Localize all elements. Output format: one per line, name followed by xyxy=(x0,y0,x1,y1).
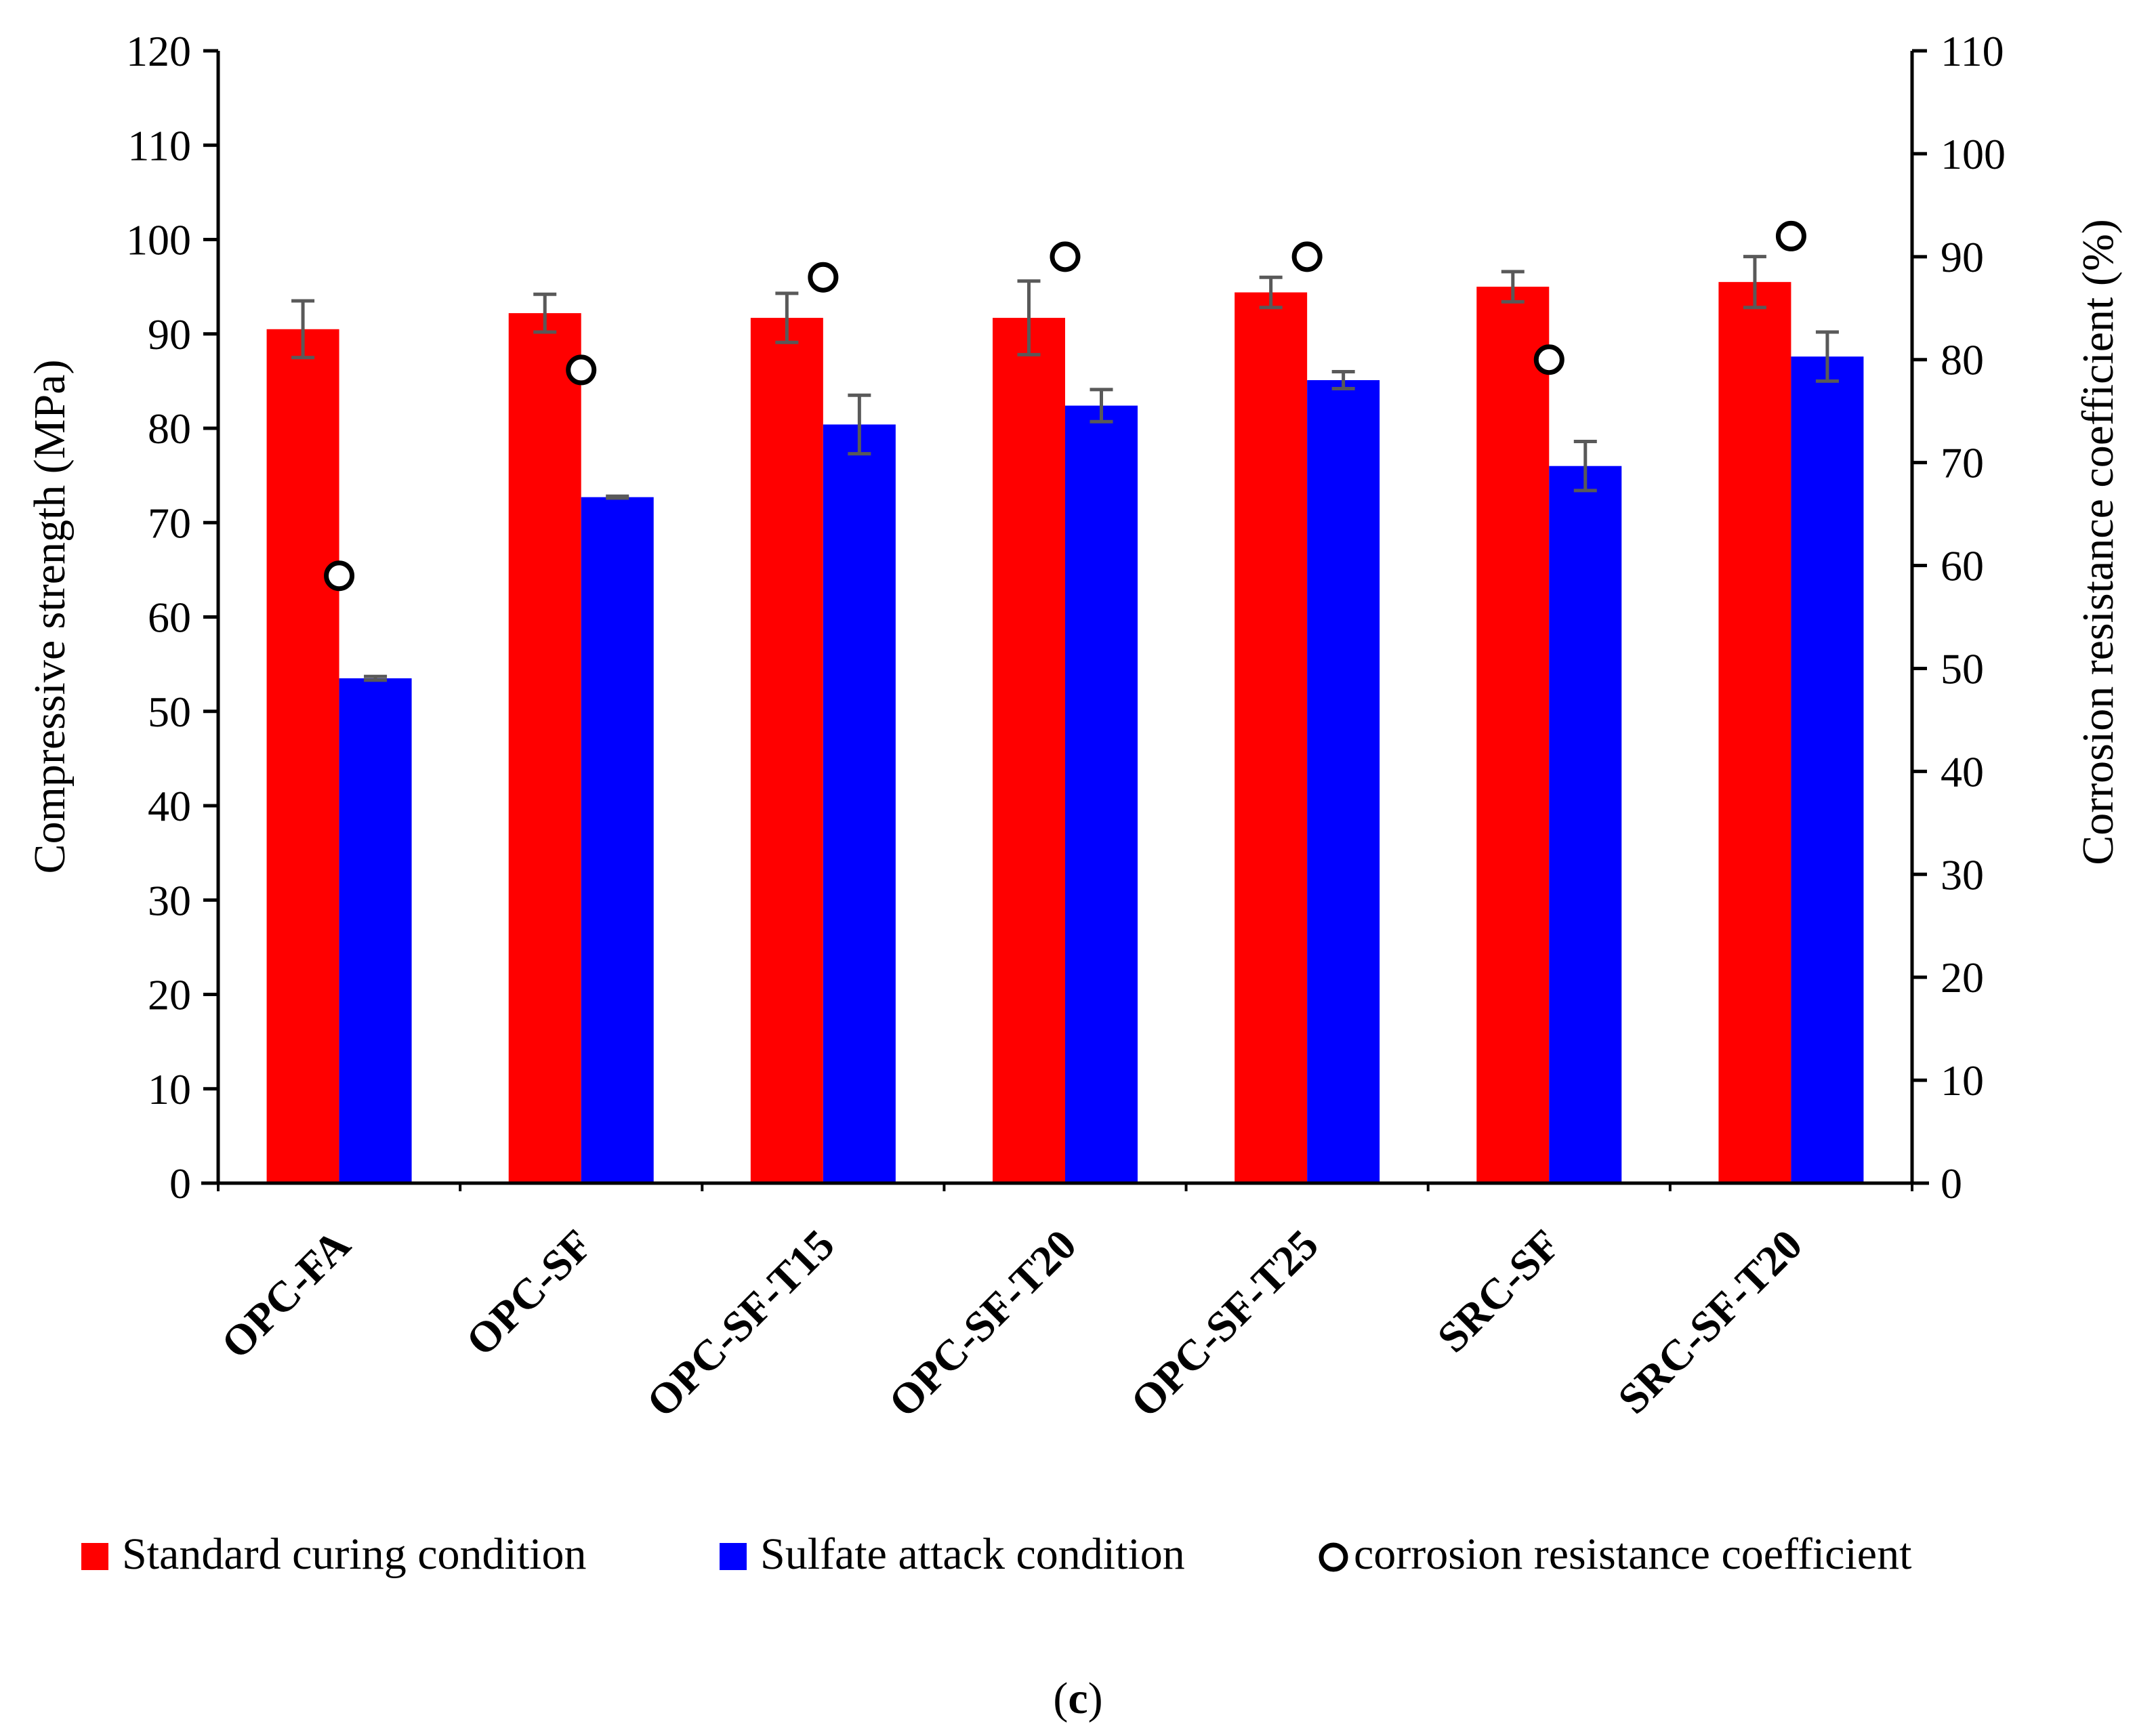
error-bar-sulfate xyxy=(1573,439,1597,493)
caption-letter: c xyxy=(1068,1674,1087,1723)
y2-tick-label: 40 xyxy=(1941,747,1984,796)
coefficient-point xyxy=(1775,220,1806,251)
y-tick-label: 110 xyxy=(127,121,191,169)
y2-tick-label: 0 xyxy=(1941,1159,1962,1208)
coefficient-point xyxy=(566,354,597,386)
error-bar-sulfate xyxy=(606,494,629,500)
y-tick-label: 70 xyxy=(148,499,191,547)
caption-open: ( xyxy=(1053,1674,1068,1723)
y-axis-title: Compressive strength (MPa) xyxy=(25,360,75,874)
y-tick-label: 40 xyxy=(148,782,191,830)
x-category-label: OPC-SF-T20 xyxy=(879,1220,1085,1426)
error-bar-sulfate xyxy=(848,393,871,456)
legend: Standard curing condition Sulfate attack… xyxy=(81,1529,1911,1579)
bar-sulfate xyxy=(1549,466,1622,1184)
error-bar-sulfate xyxy=(1815,330,1839,383)
bar-standard xyxy=(993,318,1065,1183)
caption-close: ) xyxy=(1088,1674,1103,1723)
legend-swatch-sulfate xyxy=(720,1543,747,1570)
coefficient-point xyxy=(324,560,355,592)
legend-swatch-standard xyxy=(81,1543,108,1570)
y-tick-label: 30 xyxy=(148,876,191,924)
bar-standard xyxy=(1476,287,1550,1183)
legend-marker-coefficient xyxy=(1319,1542,1348,1572)
bar-sulfate xyxy=(1307,379,1380,1184)
bar-sulfate xyxy=(581,497,654,1183)
y-tick-label: 60 xyxy=(148,594,191,642)
error-bars-layer xyxy=(291,255,1839,682)
bar-sulfate xyxy=(823,424,896,1184)
bar-standard xyxy=(750,318,823,1183)
coefficient-point xyxy=(1533,344,1564,375)
error-bar-standard xyxy=(1743,255,1766,310)
y2-tick-label: 30 xyxy=(1941,850,1984,899)
error-bar-standard xyxy=(533,292,557,334)
x-category-label: OPC-SF-T15 xyxy=(638,1220,844,1426)
y2-tick-label: 80 xyxy=(1941,336,1984,384)
error-bar-sulfate xyxy=(1090,388,1113,424)
bar-standard xyxy=(1235,292,1308,1184)
error-bar-standard xyxy=(1259,275,1283,310)
y2-tick-label: 20 xyxy=(1941,953,1984,1002)
y2-tick-label: 70 xyxy=(1941,439,1984,487)
bar-standard xyxy=(266,329,339,1184)
figure-caption: (c) xyxy=(1053,1674,1102,1723)
legend-label-sulfate: Sulfate attack condition xyxy=(760,1529,1185,1579)
y-tick-label: 10 xyxy=(148,1065,191,1113)
y2-tick-label: 90 xyxy=(1941,233,1984,281)
error-bar-standard xyxy=(1501,270,1525,304)
error-bar-sulfate xyxy=(1331,369,1355,391)
x-category-label: SRC-SF xyxy=(1428,1220,1570,1362)
error-bar-standard xyxy=(1017,279,1041,356)
coefficient-point xyxy=(1291,241,1323,272)
coefficient-point xyxy=(1050,241,1081,272)
y2-tick-label: 60 xyxy=(1941,542,1984,590)
y-tick-label: 120 xyxy=(126,27,191,75)
x-category-label: OPC-SF-T25 xyxy=(1121,1220,1327,1426)
y2-axis-title: Corrosion resistance coefficient (%) xyxy=(2073,219,2123,865)
bar-standard xyxy=(1718,282,1791,1184)
y2-tick-label: 110 xyxy=(1941,27,2004,75)
coefficient-points-layer xyxy=(324,220,1806,592)
y-tick-label: 90 xyxy=(148,310,191,358)
error-bar-standard xyxy=(291,299,315,360)
error-bar-sulfate xyxy=(364,674,388,682)
y-tick-label: 100 xyxy=(126,216,191,264)
x-category-label: OPC-SF xyxy=(457,1220,602,1365)
bar-sulfate xyxy=(339,678,412,1183)
error-bar-standard xyxy=(775,291,799,344)
legend-label-standard: Standard curing condition xyxy=(122,1529,587,1579)
y-tick-label: 50 xyxy=(148,688,191,736)
y2-tick-label: 50 xyxy=(1941,644,1984,693)
y-tick-label: 80 xyxy=(148,405,191,453)
y-tick-label: 20 xyxy=(148,971,191,1019)
x-category-label: SRC-SF-T20 xyxy=(1609,1220,1811,1423)
x-category-label: OPC-FA xyxy=(212,1220,360,1368)
bar-sulfate xyxy=(1065,405,1138,1183)
coefficient-point xyxy=(808,262,839,293)
legend-label-coefficient: corrosion resistance coefficient xyxy=(1354,1529,1911,1579)
bar-sulfate xyxy=(1791,356,1864,1184)
axes-layer xyxy=(201,49,1929,1191)
y2-tick-label: 100 xyxy=(1941,130,2006,178)
bar-standard xyxy=(508,313,581,1183)
bars-layer xyxy=(266,282,1864,1184)
y2-tick-label: 10 xyxy=(1941,1056,1984,1105)
y-tick-label: 0 xyxy=(169,1159,191,1208)
